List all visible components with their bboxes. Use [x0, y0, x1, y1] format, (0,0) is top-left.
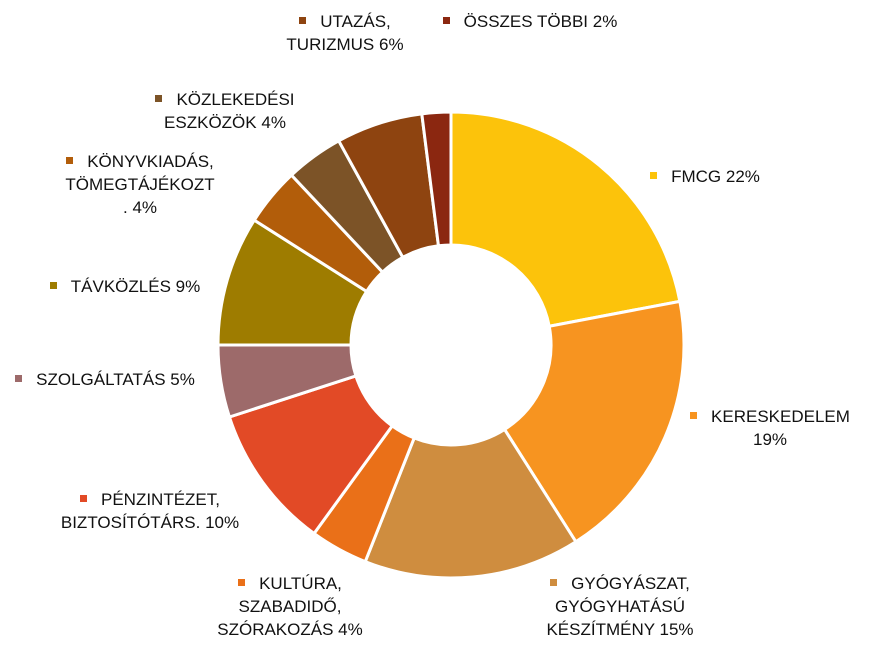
slice	[363, 427, 578, 580]
category-label: SZOLGÁLTATÁS	[36, 370, 166, 389]
data-label: SZOLGÁLTATÁS 5%	[5, 368, 205, 391]
legend-marker	[155, 95, 163, 102]
legend-marker	[690, 412, 698, 419]
data-label: UTAZÁS, TURIZMUS 6%	[270, 10, 420, 56]
data-label: PÉNZINTÉZET, BIZTOSÍTÓTÁRS. 10%	[50, 488, 250, 534]
value-label: 4%	[261, 113, 286, 132]
data-label: KÖZLEKEDÉSI ESZKÖZÖK 4%	[130, 88, 320, 134]
category-label: TÁVKÖZLÉS	[70, 277, 171, 296]
category-label: KÖZLEKEDÉSI ESZKÖZÖK	[164, 90, 295, 132]
data-label: ÖSSZES TÖBBI 2%	[430, 10, 630, 33]
legend-marker	[49, 282, 57, 289]
data-label: KÖNYVKIADÁS, TÖMEGTÁJÉKOZT. 4%	[65, 150, 215, 219]
legend-marker	[79, 495, 87, 502]
data-label: FMCG 22%	[630, 165, 780, 188]
legend-marker	[650, 172, 658, 179]
data-label: KERESKEDELEM 19%	[680, 405, 860, 451]
value-label: 15%	[659, 620, 694, 639]
legend-marker	[299, 17, 307, 24]
slice	[502, 299, 686, 544]
legend-marker	[15, 375, 23, 382]
category-label: KULTÚRA, SZABADIDŐ, SZÓRAKOZÁS	[217, 574, 342, 639]
legend-marker	[550, 579, 558, 586]
legend-marker	[238, 579, 246, 586]
category-label: PÉNZINTÉZET, BIZTOSÍTÓTÁRS.	[60, 490, 220, 532]
value-label: 4%	[132, 198, 158, 217]
value-label: 9%	[175, 277, 201, 296]
slice	[449, 110, 682, 329]
category-label: FMCG	[671, 167, 722, 186]
category-label: UTAZÁS, TURIZMUS	[286, 12, 391, 54]
data-label: KULTÚRA, SZABADIDŐ, SZÓRAKOZÁS 4%	[200, 572, 380, 641]
data-label: TÁVKÖZLÉS 9%	[25, 275, 225, 298]
category-label: ÖSSZES TÖBBI	[463, 12, 589, 31]
category-label: KÖNYVKIADÁS, TÖMEGTÁJÉKOZT.	[65, 152, 215, 217]
legend-marker	[442, 17, 450, 24]
slice	[420, 110, 453, 248]
data-label: GYÓGYÁSZAT, GYÓGYHATÁSÚ KÉSZÍTMÉNY 15%	[520, 572, 720, 641]
value-label: 10%	[205, 513, 240, 532]
value-label: 22%	[725, 167, 760, 186]
value-label: 5%	[170, 370, 195, 389]
category-label: GYÓGYÁSZAT, GYÓGYHATÁSÚ KÉSZÍTMÉNY	[546, 574, 690, 639]
value-label: 6%	[378, 35, 404, 54]
value-label: 4%	[338, 620, 363, 639]
value-label: 19%	[752, 430, 788, 449]
value-label: 2%	[592, 12, 618, 31]
legend-marker	[66, 157, 74, 164]
category-label: KERESKEDELEM	[711, 407, 850, 426]
